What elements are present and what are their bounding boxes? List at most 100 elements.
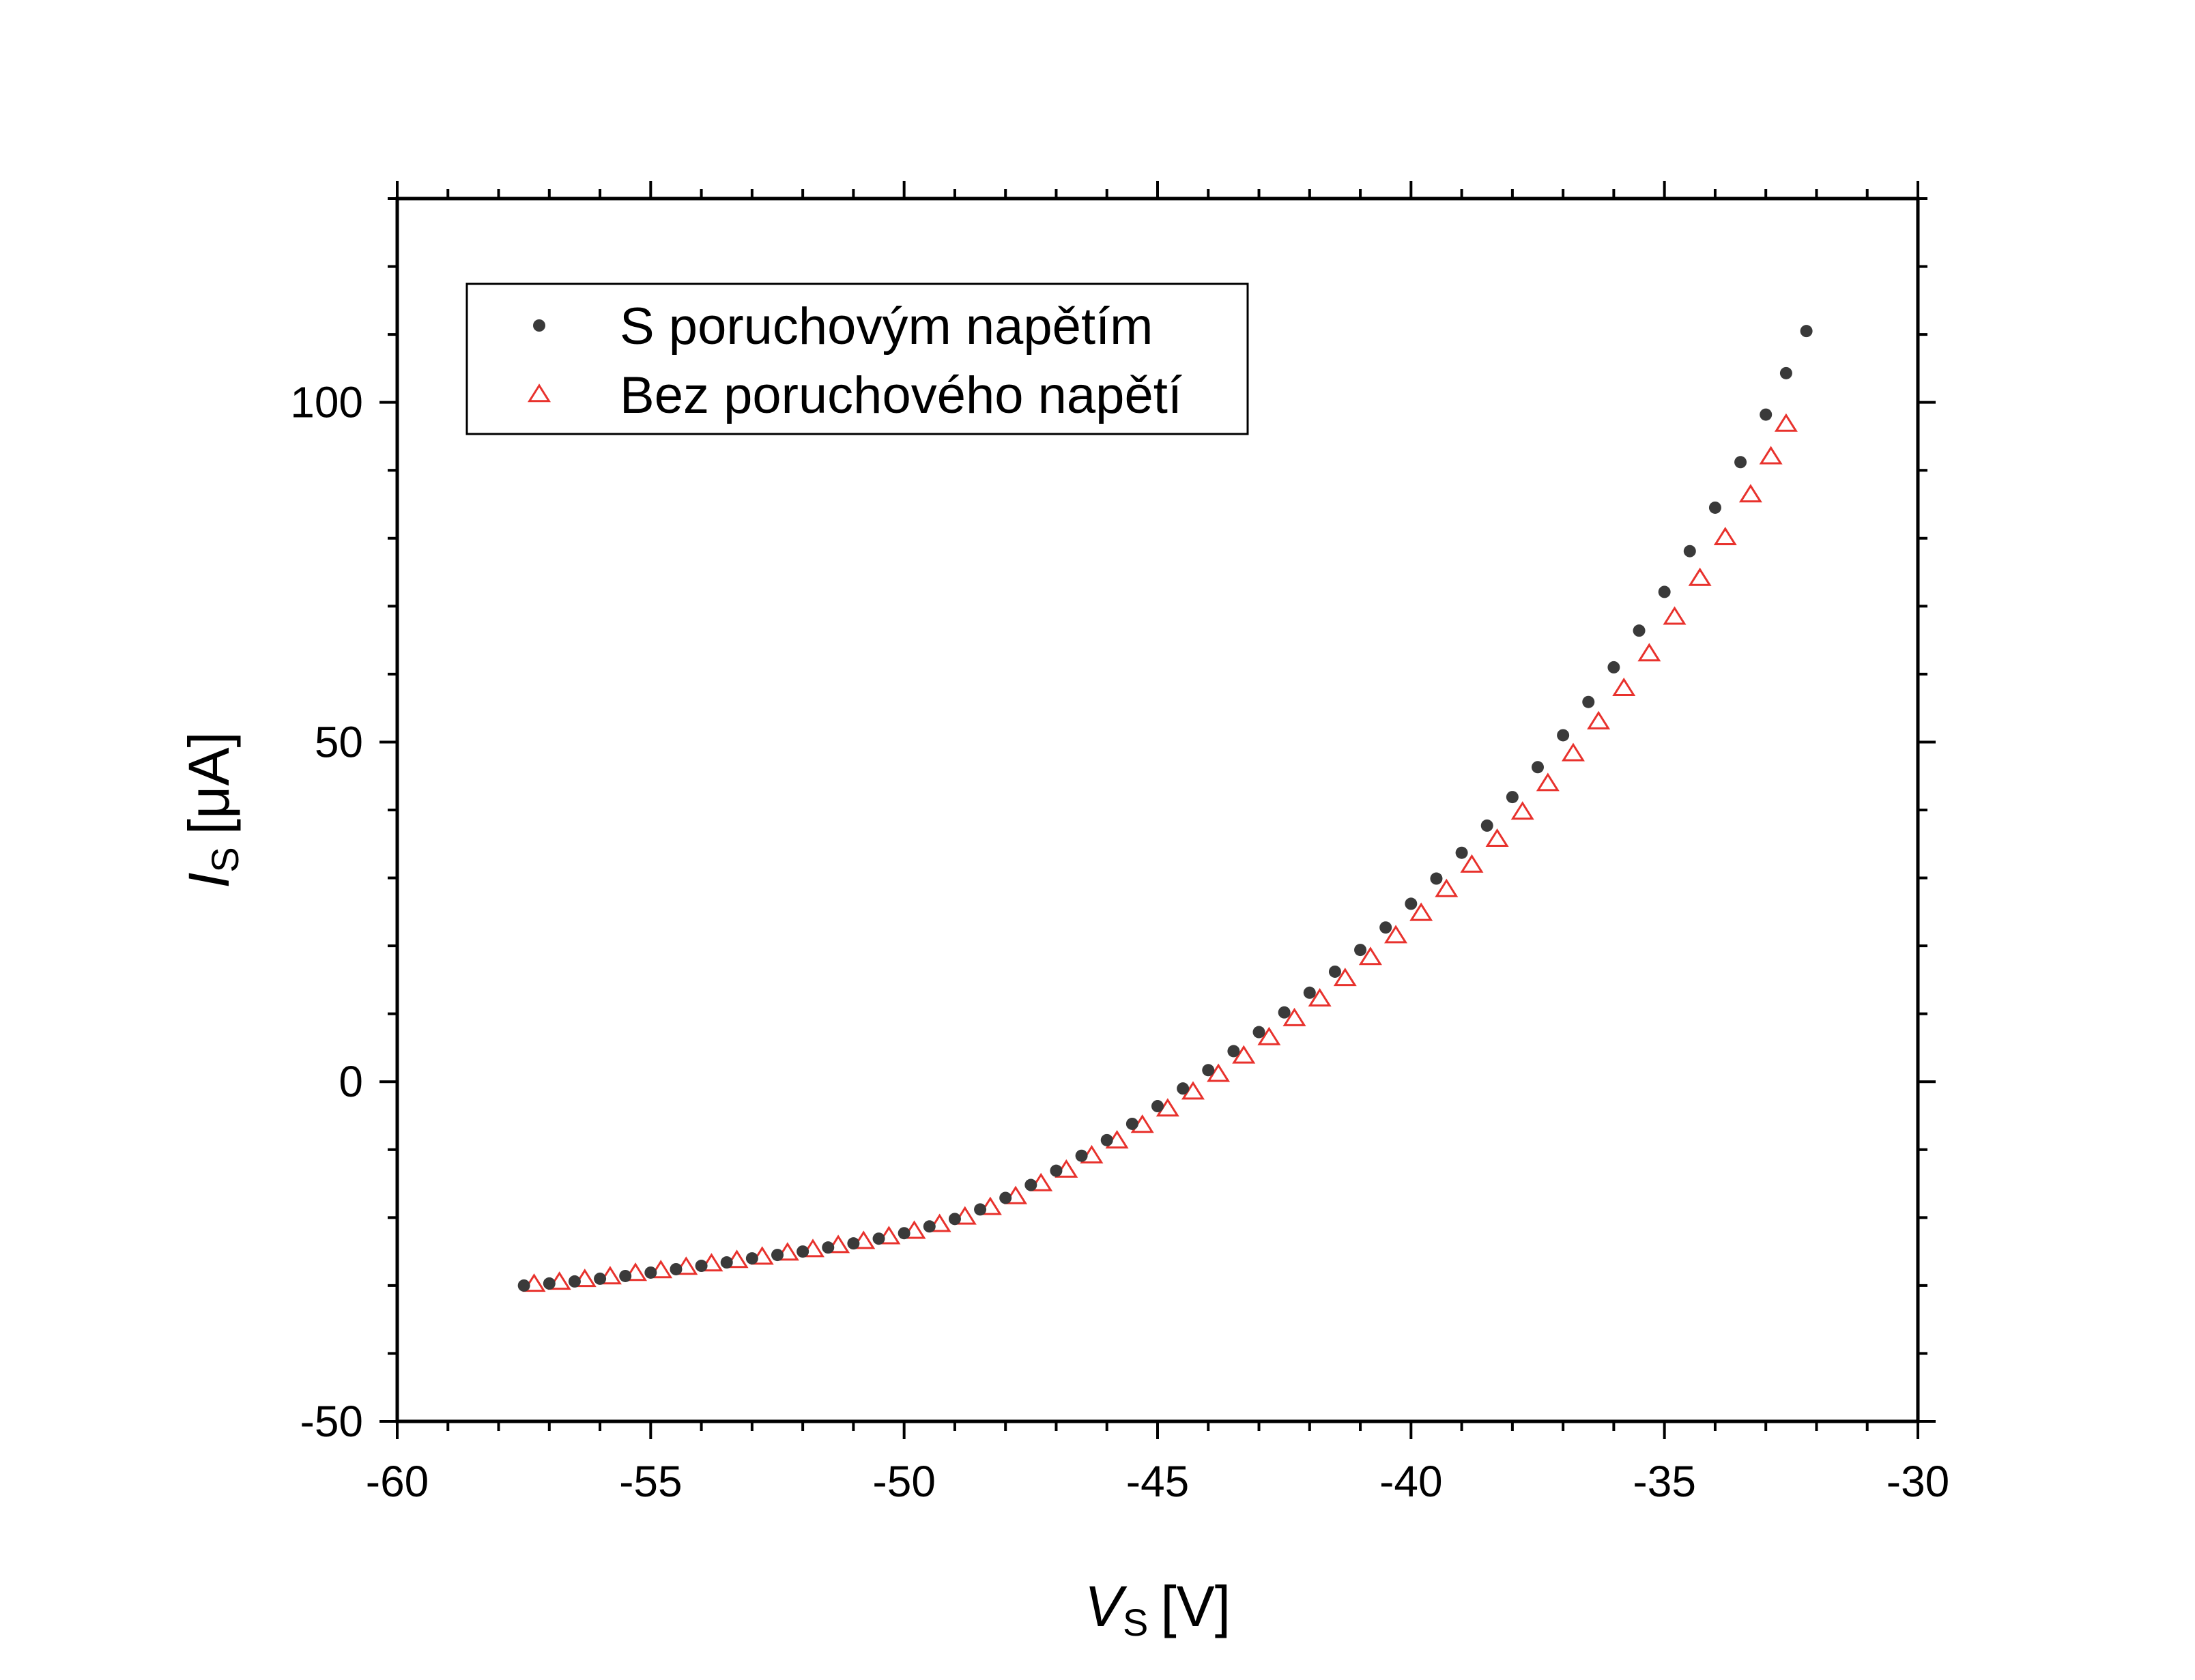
data-point [847,1237,860,1250]
x-tick-label: -45 [1126,1457,1190,1506]
data-point [1506,791,1519,804]
x-tick-label: -40 [1379,1457,1443,1506]
data-point [822,1241,835,1254]
data-point [1303,986,1316,999]
data-point [1050,1164,1063,1177]
data-point [568,1275,581,1288]
x-tick-label: -55 [619,1457,683,1506]
data-point [720,1256,733,1269]
data-point [594,1272,607,1285]
y-tick-label: 0 [339,1057,363,1106]
data-point [898,1227,910,1240]
data-point [1379,921,1392,934]
data-point [1607,661,1620,674]
legend-triangle-icon [527,383,551,403]
data-point [624,1262,648,1281]
data-point [1800,325,1813,338]
data-point [948,1213,961,1226]
data-point [1354,944,1367,957]
data-point [670,1262,683,1275]
data-point [1252,1026,1265,1039]
data-point [1557,729,1570,742]
x-axis-unit: [V] [1160,1574,1231,1638]
data-point [1384,925,1408,944]
data-point [1151,1100,1164,1113]
data-point [1713,526,1737,546]
data-point [1637,643,1661,662]
data-point [1202,1064,1215,1077]
data-point [1435,878,1459,897]
legend: S poruchovým napětím Bez poruchového nap… [465,283,1249,435]
legend-dot-icon [533,319,545,332]
data-point [1708,501,1721,514]
data-point [1688,567,1712,586]
x-tick-labels: -60 -55 -50 -45 -40 -35 -30 [366,1457,1950,1506]
data-point [1510,801,1534,820]
data-point [1536,772,1560,792]
y-axis-unit: [μA] [177,732,241,835]
data-point [1612,677,1636,697]
x-tick-label: -60 [366,1457,429,1506]
legend-label-series-1: S poruchovým napětím [620,298,1153,356]
y-tick-label: -50 [300,1397,364,1446]
x-axis-subscript: S [1123,1601,1148,1644]
data-point [1561,742,1586,762]
data-point [1582,695,1595,708]
y-axis-symbol: I [177,873,241,888]
data-point [1405,897,1418,910]
x-tick-label: -35 [1633,1457,1696,1506]
data-point [1734,456,1747,469]
plot-area-frame [395,197,1920,1423]
data-point [1532,761,1544,774]
series-with-fault-voltage [517,325,1813,1292]
data-point [1760,408,1773,421]
data-point [1075,1149,1088,1162]
data-point [1177,1082,1190,1095]
data-point [1587,710,1611,729]
data-point [644,1266,657,1279]
data-point [1308,987,1332,1007]
data-point [1282,1007,1306,1026]
legend-box [465,283,1249,435]
data-series [517,325,1813,1292]
data-point [1257,1026,1281,1045]
y-tick-label: 100 [290,378,363,427]
legend-marker-triangle [527,383,551,403]
data-point [1232,1045,1256,1064]
data-point [797,1245,809,1258]
data-point [1658,585,1671,598]
x-axis-title: VS [V] [1085,1574,1231,1644]
y-axis-subscript: S [203,847,246,872]
data-point [1328,965,1341,978]
data-point [1480,819,1493,832]
data-point [1333,968,1357,987]
x-tick-label: -30 [1886,1457,1950,1506]
data-point [1278,1006,1291,1019]
y-axis-title: IS [μA] [177,732,246,888]
data-point [1125,1117,1138,1130]
data-point [695,1260,708,1273]
data-point [1738,484,1762,503]
data-point [1633,624,1646,637]
y-tick-labels: -50 0 50 100 [290,378,363,1446]
data-point [1227,1045,1240,1058]
x-tick-label: -50 [872,1457,936,1506]
data-point [1683,545,1696,557]
data-point [1774,413,1798,432]
data-point [1460,854,1484,873]
data-point [1485,828,1509,848]
data-point [619,1269,632,1282]
data-point [1358,946,1382,966]
data-point [872,1232,885,1245]
legend-marker-dot [533,319,545,332]
data-point [1455,846,1468,859]
data-point [1100,1133,1113,1146]
data-point [1430,872,1443,885]
data-point [1759,446,1783,465]
series-without-fault-voltage [522,413,1798,1292]
data-point [1409,902,1433,921]
y-tick-label: 50 [315,717,363,766]
data-point [999,1191,1012,1204]
data-point [1663,606,1687,625]
